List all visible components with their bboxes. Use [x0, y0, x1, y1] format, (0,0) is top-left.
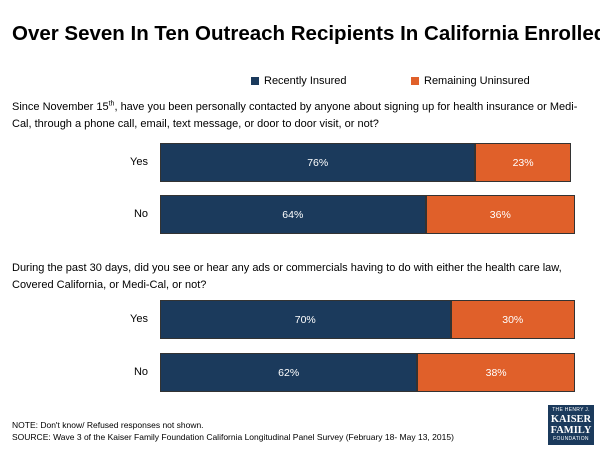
- bar-q2-no-remaining-uninsured: 38%: [417, 353, 575, 392]
- question-1-superscript: th: [108, 100, 115, 108]
- category-label-q2-yes: Yes: [130, 313, 148, 325]
- data-label: 70%: [294, 313, 316, 326]
- question-1: Since November 15th, have you been perso…: [12, 99, 592, 133]
- data-label: 62%: [278, 366, 300, 379]
- footer-source: SOURCE: Wave 3 of the Kaiser Family Foun…: [12, 432, 454, 442]
- bar-q1-yes-recently-insured: 76%: [160, 143, 476, 182]
- bar-q1-yes-remaining-uninsured: 23%: [475, 143, 571, 182]
- bar-q1-no-remaining-uninsured: 36%: [425, 195, 575, 234]
- data-label: 23%: [512, 156, 534, 169]
- category-label-q1-no: No: [133, 208, 148, 220]
- logo-line-1: THE HENRY J.: [552, 407, 590, 413]
- question-1-text-start: Since November 15: [12, 101, 109, 113]
- legend-swatch-remaining-uninsured: [411, 77, 419, 85]
- data-label: 36%: [489, 208, 511, 221]
- category-label-q1-yes: Yes: [130, 156, 148, 168]
- data-label: 30%: [502, 313, 524, 326]
- bar-q2-yes-remaining-uninsured: 30%: [450, 300, 575, 339]
- bar-q1-no-recently-insured: 64%: [160, 195, 426, 234]
- data-label: 64%: [282, 208, 304, 221]
- question-2: During the past 30 days, did you see or …: [12, 262, 562, 291]
- legend-swatch-recently-insured: [251, 77, 259, 85]
- data-label: 76%: [307, 156, 329, 169]
- data-label: 38%: [485, 366, 507, 379]
- question-1-text-end: , have you been personally contacted by …: [12, 101, 578, 130]
- logo-line-3: FAMILY: [550, 425, 592, 436]
- legend: Recently Insured Remaining Uninsured: [0, 75, 600, 89]
- category-label-q2-no: No: [133, 366, 148, 378]
- bar-q2-no-recently-insured: 62%: [160, 353, 418, 392]
- kff-logo: THE HENRY J. KAISER FAMILY FOUNDATION: [548, 405, 594, 445]
- legend-label-remaining-uninsured: Remaining Uninsured: [424, 75, 530, 87]
- logo-line-2: KAISER: [550, 414, 592, 425]
- chart-title: Over Seven In Ten Outreach Recipients In…: [12, 22, 600, 45]
- bar-q2-yes-recently-insured: 70%: [160, 300, 451, 339]
- footer-note: NOTE: Don't know/ Refused responses not …: [12, 420, 204, 430]
- legend-label-recently-insured: Recently Insured: [264, 75, 347, 87]
- legend-item-recently-insured: Recently Insured: [251, 75, 347, 87]
- logo-line-4: FOUNDATION: [553, 436, 589, 442]
- legend-item-remaining-uninsured: Remaining Uninsured: [411, 75, 530, 87]
